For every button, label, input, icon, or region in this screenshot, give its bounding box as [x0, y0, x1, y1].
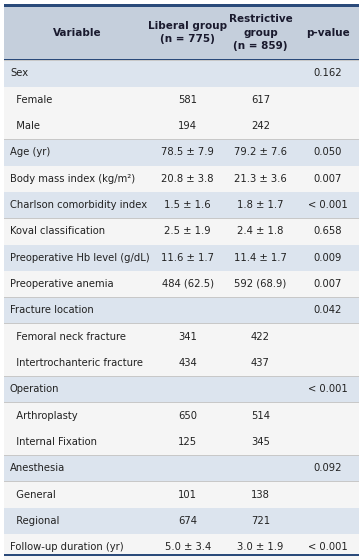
Text: 0.009: 0.009 [314, 253, 342, 263]
Text: Preoperative Hb level (g/dL): Preoperative Hb level (g/dL) [10, 253, 150, 263]
Text: Operation: Operation [10, 384, 60, 394]
Bar [4, 271, 359, 297]
Text: 2.5 ± 1.9: 2.5 ± 1.9 [164, 226, 211, 236]
Text: 20.8 ± 3.8: 20.8 ± 3.8 [162, 174, 214, 184]
Text: 484 (62.5): 484 (62.5) [162, 279, 214, 289]
Text: Male: Male [10, 121, 40, 131]
Bar [4, 455, 359, 482]
Bar [4, 113, 359, 139]
Text: 0.007: 0.007 [314, 174, 342, 184]
Bar [4, 245, 359, 271]
Text: 581: 581 [178, 95, 197, 105]
Bar [4, 324, 359, 350]
Text: 674: 674 [178, 516, 197, 526]
Text: Internal Fixation: Internal Fixation [10, 437, 97, 447]
Text: 138: 138 [251, 489, 270, 500]
Text: Sex: Sex [10, 68, 28, 78]
Text: 1.8 ± 1.7: 1.8 ± 1.7 [237, 200, 284, 210]
Text: < 0.001: < 0.001 [308, 542, 348, 552]
Text: Arthroplasty: Arthroplasty [10, 410, 78, 421]
Text: 341: 341 [178, 332, 197, 342]
Text: 2.4 ± 1.8: 2.4 ± 1.8 [237, 226, 284, 236]
Text: 422: 422 [251, 332, 270, 342]
Bar [4, 58, 359, 60]
Bar [4, 192, 359, 218]
Text: 125: 125 [178, 437, 197, 447]
Text: Liberal group
(n = 775): Liberal group (n = 775) [148, 21, 227, 44]
Bar [4, 403, 359, 429]
Text: 194: 194 [178, 121, 197, 131]
Text: 434: 434 [178, 358, 197, 368]
Text: 345: 345 [251, 437, 270, 447]
Text: Koval classification: Koval classification [10, 226, 105, 236]
Text: Preoperative anemia: Preoperative anemia [10, 279, 114, 289]
Text: Restrictive
group
(n = 859): Restrictive group (n = 859) [229, 15, 292, 51]
Text: < 0.001: < 0.001 [308, 384, 348, 394]
Text: General: General [10, 489, 56, 500]
Bar [4, 60, 359, 87]
Text: Femoral neck fracture: Femoral neck fracture [10, 332, 126, 342]
Text: Fracture location: Fracture location [10, 305, 94, 315]
Text: 21.3 ± 3.6: 21.3 ± 3.6 [234, 174, 287, 184]
Text: 242: 242 [251, 121, 270, 131]
Text: 0.658: 0.658 [314, 226, 342, 236]
Text: Follow-up duration (yr): Follow-up duration (yr) [10, 542, 124, 552]
Bar [4, 4, 359, 7]
Bar [4, 554, 359, 556]
Text: 0.042: 0.042 [314, 305, 342, 315]
Text: p-value: p-value [306, 27, 350, 38]
Bar [4, 482, 359, 508]
Text: Female: Female [10, 95, 52, 105]
Bar [4, 508, 359, 534]
Bar [4, 218, 359, 245]
Text: 437: 437 [251, 358, 270, 368]
Bar [4, 139, 359, 166]
Text: 3.0 ± 1.9: 3.0 ± 1.9 [237, 542, 284, 552]
Text: Anesthesia: Anesthesia [10, 463, 65, 473]
Bar [4, 429, 359, 455]
Text: 11.6 ± 1.7: 11.6 ± 1.7 [161, 253, 214, 263]
Bar [4, 297, 359, 324]
Text: 721: 721 [251, 516, 270, 526]
Text: 0.092: 0.092 [314, 463, 342, 473]
Text: 79.2 ± 7.6: 79.2 ± 7.6 [234, 147, 287, 157]
Text: 650: 650 [178, 410, 197, 421]
Bar [4, 7, 359, 58]
Text: 0.007: 0.007 [314, 279, 342, 289]
Text: 11.4 ± 1.7: 11.4 ± 1.7 [234, 253, 287, 263]
Text: Regional: Regional [10, 516, 60, 526]
Text: < 0.001: < 0.001 [308, 200, 348, 210]
Text: 78.5 ± 7.9: 78.5 ± 7.9 [161, 147, 214, 157]
Bar [4, 87, 359, 113]
Text: 592 (68.9): 592 (68.9) [234, 279, 287, 289]
Text: 1.5 ± 1.6: 1.5 ± 1.6 [164, 200, 211, 210]
Bar [4, 376, 359, 403]
Text: Age (yr): Age (yr) [10, 147, 50, 157]
Text: Intertrochanteric fracture: Intertrochanteric fracture [10, 358, 143, 368]
Text: 101: 101 [178, 489, 197, 500]
Text: Variable: Variable [53, 27, 102, 38]
Text: 0.050: 0.050 [314, 147, 342, 157]
Text: 617: 617 [251, 95, 270, 105]
Text: 0.162: 0.162 [314, 68, 342, 78]
Text: Body mass index (kg/m²): Body mass index (kg/m²) [10, 174, 135, 184]
Bar [4, 166, 359, 192]
Text: 514: 514 [251, 410, 270, 421]
Bar [4, 350, 359, 376]
Bar [4, 534, 359, 560]
Text: 5.0 ± 3.4: 5.0 ± 3.4 [164, 542, 211, 552]
Text: Charlson comorbidity index: Charlson comorbidity index [10, 200, 147, 210]
